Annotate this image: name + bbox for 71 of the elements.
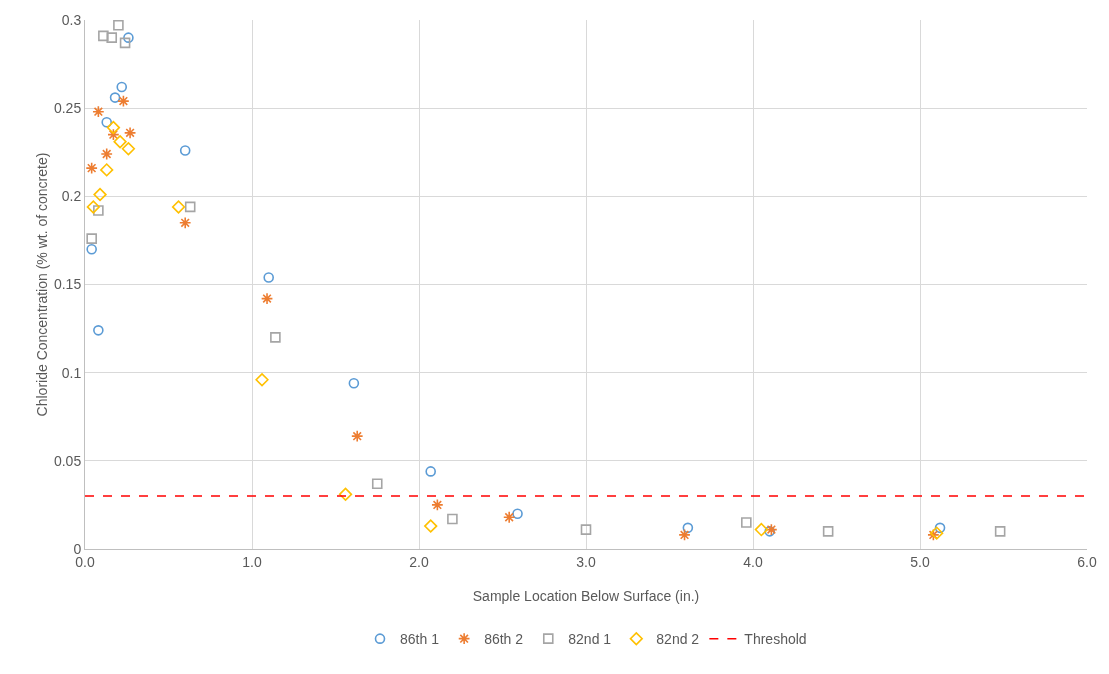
point bbox=[682, 522, 694, 534]
point bbox=[106, 32, 118, 43]
point bbox=[117, 94, 130, 108]
point bbox=[171, 200, 186, 214]
point bbox=[86, 243, 97, 255]
point bbox=[113, 20, 124, 31]
point bbox=[113, 135, 127, 149]
x-axis-title: Sample Location Below Surface (in.) bbox=[472, 588, 700, 604]
point bbox=[425, 466, 436, 477]
legend-label: 82nd 1 bbox=[568, 631, 612, 648]
point bbox=[502, 511, 516, 524]
point bbox=[512, 508, 523, 520]
point bbox=[86, 233, 97, 244]
point bbox=[754, 522, 768, 537]
point bbox=[678, 528, 691, 542]
point bbox=[179, 145, 191, 156]
point bbox=[106, 120, 121, 135]
point bbox=[123, 126, 137, 140]
y-tick-label: 0.1 bbox=[61, 364, 82, 381]
point bbox=[86, 200, 100, 214]
point bbox=[260, 292, 274, 305]
point bbox=[580, 524, 592, 535]
point bbox=[179, 216, 192, 229]
x-tick-label: 3.0 bbox=[576, 553, 596, 570]
point bbox=[109, 92, 121, 103]
point bbox=[351, 429, 364, 443]
x-tick-label: 2.0 bbox=[409, 553, 429, 570]
legend-label: Threshold bbox=[744, 631, 807, 648]
x-tick-label: 6.0 bbox=[1077, 553, 1097, 570]
point bbox=[431, 498, 444, 512]
point bbox=[121, 142, 136, 156]
point bbox=[371, 478, 383, 490]
y-tick-label: 0.25 bbox=[53, 100, 82, 117]
point bbox=[348, 377, 360, 389]
point bbox=[107, 128, 120, 141]
point bbox=[927, 528, 940, 542]
x-tick-label: 4.0 bbox=[743, 553, 763, 570]
point bbox=[92, 105, 105, 118]
point bbox=[93, 187, 107, 202]
point bbox=[123, 32, 134, 43]
y-tick-label: 0.15 bbox=[53, 276, 82, 293]
point bbox=[93, 205, 104, 216]
point bbox=[424, 519, 438, 533]
point bbox=[263, 272, 274, 283]
x-tick-label: 5.0 bbox=[910, 553, 930, 570]
x-tick-label: 1.0 bbox=[242, 553, 262, 570]
point bbox=[93, 325, 104, 336]
legend-label: 86th 2 bbox=[484, 631, 524, 648]
legend-label: 86th 1 bbox=[400, 631, 440, 648]
point bbox=[184, 201, 196, 213]
point bbox=[255, 373, 269, 387]
point bbox=[98, 30, 109, 42]
point bbox=[822, 526, 834, 537]
point bbox=[85, 161, 98, 175]
point bbox=[270, 332, 281, 343]
point bbox=[101, 116, 113, 128]
y-axis-title: Chloride Concentration (% wt. of concrete) bbox=[34, 152, 50, 417]
point bbox=[119, 37, 131, 49]
point bbox=[338, 487, 353, 501]
point bbox=[447, 513, 458, 525]
point bbox=[116, 81, 128, 93]
point bbox=[100, 163, 114, 177]
y-tick-label: 0.2 bbox=[61, 188, 82, 205]
y-tick-label: 0.3 bbox=[61, 11, 82, 28]
y-tick-label: 0.05 bbox=[53, 452, 82, 469]
point bbox=[934, 522, 946, 534]
point bbox=[930, 526, 944, 540]
point bbox=[994, 526, 1006, 537]
point bbox=[741, 517, 752, 528]
legend-label: 82nd 2 bbox=[656, 631, 700, 648]
point bbox=[100, 147, 113, 161]
